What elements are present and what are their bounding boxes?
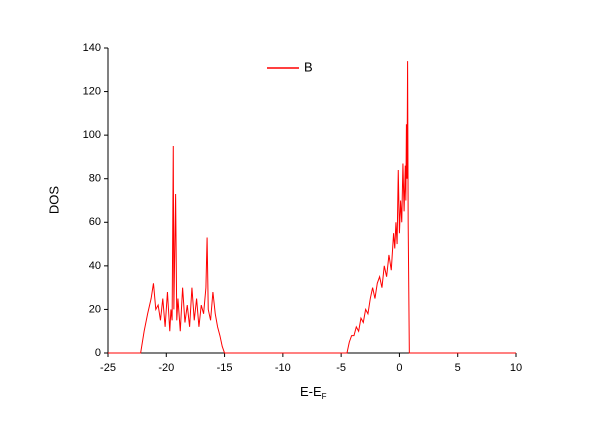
y-axis-label: DOS — [46, 186, 61, 215]
y-tick-label: 100 — [83, 129, 101, 141]
y-tick-label: 60 — [89, 216, 101, 228]
y-tick-label: 120 — [83, 85, 101, 97]
y-tick-label: 40 — [89, 260, 101, 272]
x-tick-label: -15 — [217, 362, 233, 374]
x-tick-label: -5 — [336, 362, 346, 374]
x-axis-label: E-EF — [300, 384, 327, 401]
x-tick-label: 0 — [396, 362, 402, 374]
x-axis-label-main: E-E — [300, 384, 322, 399]
y-tick-label: 20 — [89, 303, 101, 315]
x-tick-label: -20 — [158, 362, 174, 374]
x-tick-label: -10 — [275, 362, 291, 374]
y-tick-label: 140 — [83, 42, 101, 54]
x-tick-label: 5 — [455, 362, 461, 374]
x-tick-label: -25 — [100, 362, 116, 374]
x-tick-label: 10 — [510, 362, 522, 374]
y-tick-label: 0 — [95, 347, 101, 359]
legend-label: B — [304, 59, 313, 74]
data-line — [108, 61, 516, 354]
x-axis-label-subscript: F — [322, 392, 327, 401]
y-tick-label: 80 — [89, 173, 101, 185]
